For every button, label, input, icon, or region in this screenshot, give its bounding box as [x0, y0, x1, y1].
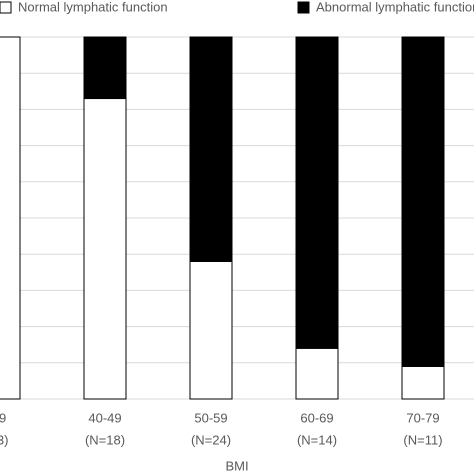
legend-swatch	[297, 1, 310, 14]
bar-segment	[83, 36, 127, 100]
x-tick-sublabel: (N=24)	[191, 432, 231, 447]
legend-label: Abnormal lymphatic function	[316, 0, 474, 14]
x-tick-label: 70-79	[406, 410, 439, 425]
legend-swatch	[0, 1, 12, 14]
x-tick-sublabel: (N=14)	[297, 432, 337, 447]
x-tick-label: 60-69	[300, 410, 333, 425]
x-tick-sublabel: (N=18)	[85, 432, 125, 447]
x-tick-sublabel: 23)	[0, 432, 8, 447]
x-tick-label: 39	[0, 410, 6, 425]
x-tick-label: 50-59	[194, 410, 227, 425]
bar-segment	[189, 36, 233, 262]
x-axis-label: BMI	[225, 458, 248, 473]
bar-segment	[295, 347, 339, 400]
x-tick-label: 40-49	[88, 410, 121, 425]
bar-segment	[0, 36, 21, 400]
legend-label: Normal lymphatic function	[18, 0, 168, 14]
bar-segment	[401, 36, 445, 367]
bar-segment	[295, 36, 339, 349]
x-tick-sublabel: (N=11)	[403, 432, 442, 447]
bar-segment	[189, 260, 233, 400]
bar-segment	[83, 98, 127, 400]
bar-segment	[401, 365, 445, 400]
